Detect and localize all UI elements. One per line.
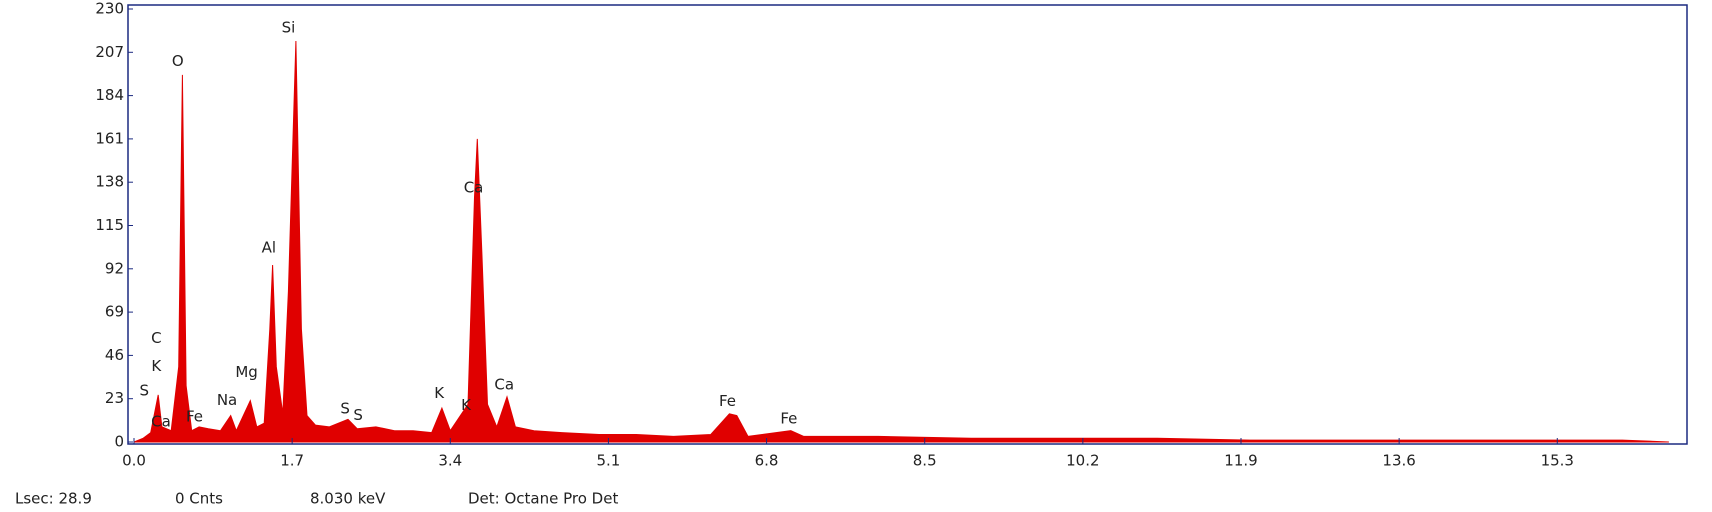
y-tick-label: 115 [95, 216, 124, 234]
y-tick-label: 69 [105, 303, 124, 321]
x-tick-label: 3.4 [438, 452, 462, 470]
y-tick-label: 0 [114, 433, 124, 451]
peak-label: Ca [464, 178, 484, 196]
y-tick-label: 92 [105, 259, 124, 277]
peak-label: K [434, 384, 445, 402]
y-tick-label: 161 [95, 129, 124, 147]
peak-label: Al [262, 239, 276, 257]
y-tick-label: 184 [95, 86, 124, 104]
x-tick-label: 11.9 [1224, 452, 1257, 470]
plot-frame [127, 4, 1688, 445]
status-text: Det: Octane Pro Det [468, 490, 618, 508]
status-text: Lsec: 28.9 [15, 490, 92, 508]
y-tick-label: 46 [105, 346, 124, 364]
peak-label: Ca [151, 413, 171, 431]
x-tick-label: 13.6 [1382, 452, 1415, 470]
peak-label: Si [282, 18, 296, 36]
peak-label: Mg [235, 363, 257, 381]
peak-label: Ca [494, 375, 514, 393]
peak-label: S [340, 400, 350, 418]
status-text: 0 Cnts [175, 490, 223, 508]
spectrum [133, 40, 1669, 443]
x-tick-label: 6.8 [755, 452, 779, 470]
y-tick-label: 138 [95, 173, 124, 191]
x-tick-label: 5.1 [596, 452, 620, 470]
x-tick-label: 10.2 [1066, 452, 1099, 470]
y-tick-label: 230 [95, 0, 124, 18]
peak-label: Na [217, 391, 237, 409]
peak-label: K [461, 396, 472, 414]
peak-label: S [139, 382, 149, 400]
x-tick-label: 1.7 [280, 452, 304, 470]
peak-label: S [353, 406, 363, 424]
peak-label: Fe [186, 407, 203, 425]
peak-label: C [151, 329, 161, 347]
x-tick-label: 15.3 [1541, 452, 1574, 470]
peak-label: K [151, 357, 162, 375]
x-tick-label: 8.5 [913, 452, 937, 470]
peak-label: O [172, 52, 184, 70]
y-tick-label: 207 [95, 43, 124, 61]
peak-label: Fe [719, 392, 736, 410]
y-tick-label: 23 [105, 389, 124, 407]
x-tick-label: 0.0 [122, 452, 146, 470]
status-text: 8.030 keV [310, 490, 386, 508]
peak-label: Fe [780, 409, 797, 427]
